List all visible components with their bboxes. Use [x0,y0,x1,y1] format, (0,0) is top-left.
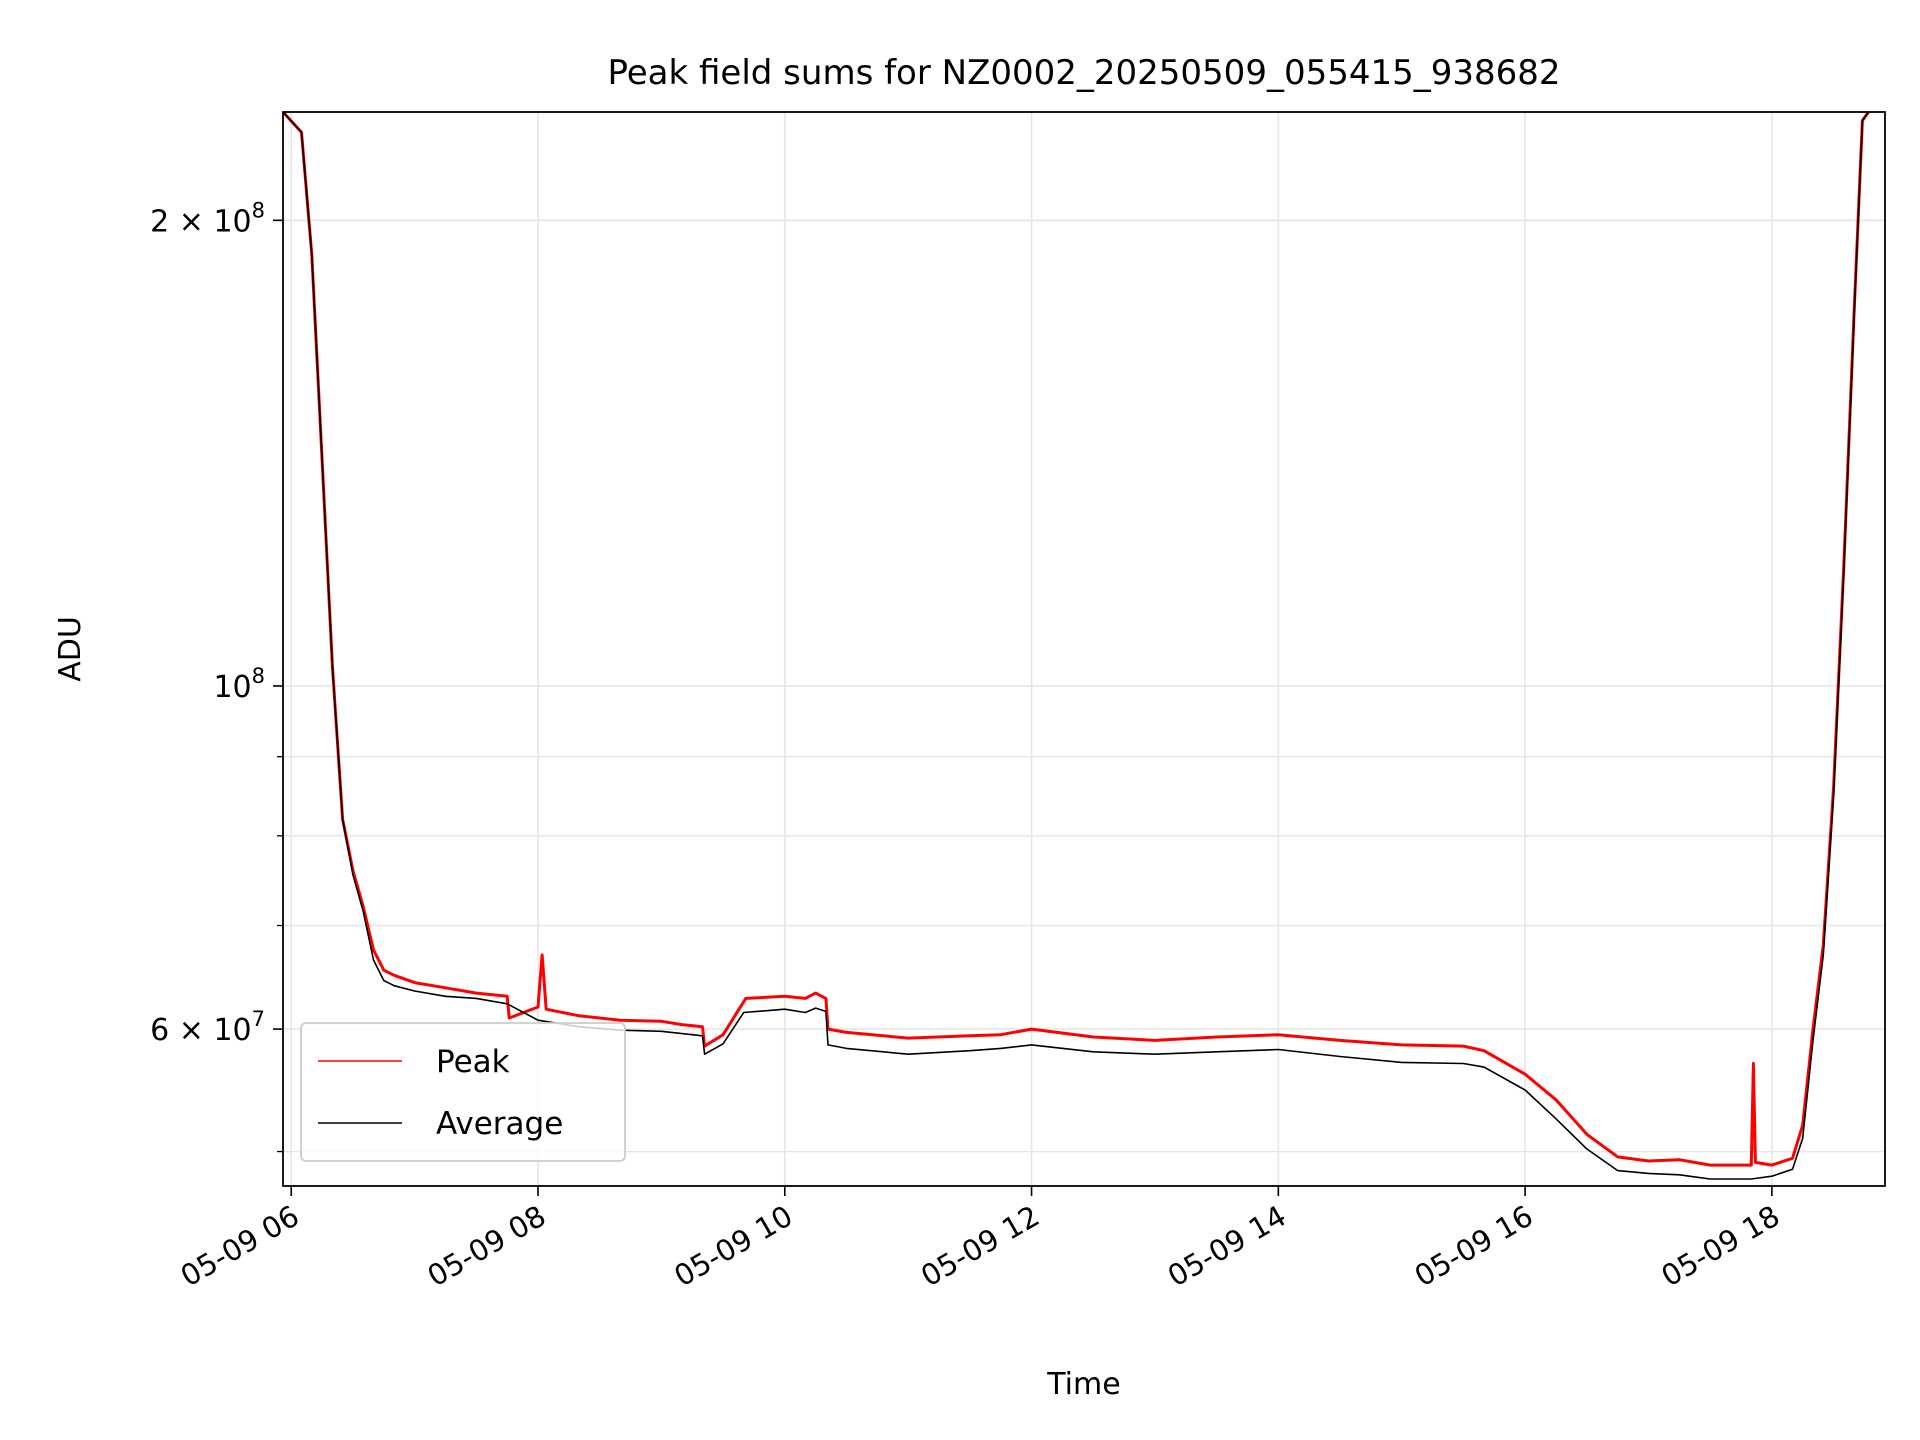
legend-average-label: Average [436,1106,563,1142]
series-line-average [283,112,1870,1180]
x-axis-label: Time [1046,1367,1120,1402]
legend: Peak Average [300,1022,626,1162]
grid [283,112,1885,1186]
y-tick-label: 108 [213,664,265,705]
y-tick-label: 2 × 108 [150,198,265,239]
legend-peak-label: Peak [436,1044,510,1080]
series-lines [283,112,1870,1180]
chart-title: Peak field sums for NZ0002_20250509_0554… [607,53,1560,93]
y-tick-label: 6 × 107 [150,1007,265,1048]
series-line-peak [283,112,1870,1167]
y-axis: 2 × 108 108 6 × 107 [150,198,283,1153]
legend-box [300,1022,626,1162]
plot-frame [282,111,1886,1187]
y-axis-label: ADU [53,616,88,682]
